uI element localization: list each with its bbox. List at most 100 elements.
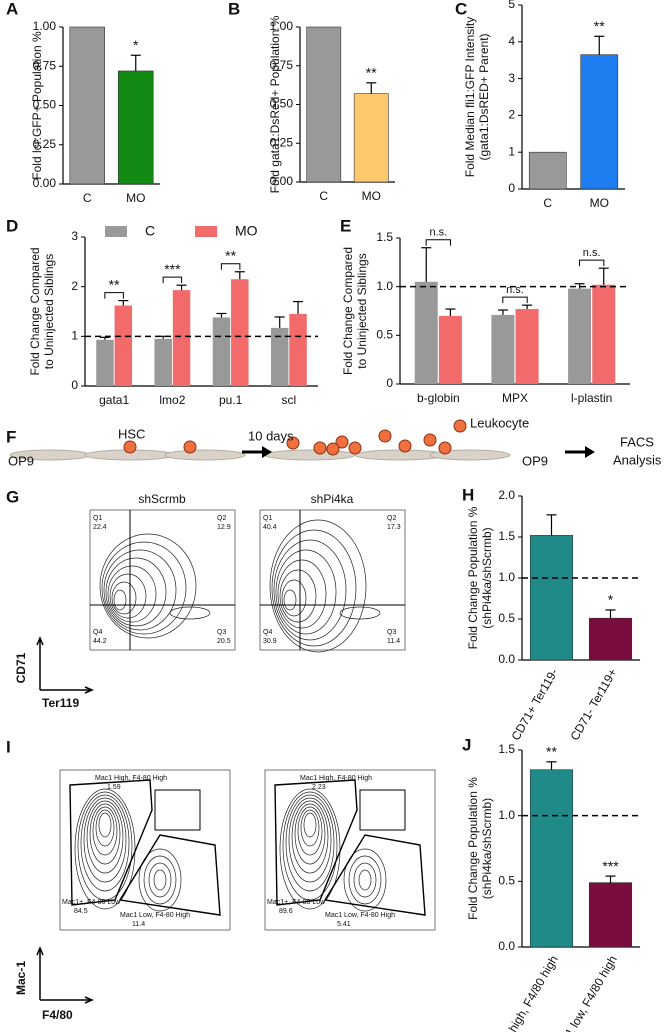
significance-bracket [578, 259, 605, 267]
contour [343, 848, 387, 912]
contour [300, 809, 320, 847]
contour [271, 529, 357, 647]
x-tick-label: l-plastin [571, 391, 612, 405]
y-axis-label: Fold gata1:DsRed+ Population % [268, 15, 282, 193]
contour [99, 533, 197, 639]
contour [77, 791, 133, 901]
contour [148, 862, 172, 898]
bar [306, 26, 342, 183]
cell [438, 441, 452, 455]
y-tick-label: 5 [508, 0, 515, 11]
cell [398, 439, 412, 453]
contour [143, 855, 177, 905]
gate-name: Mac1 High, F4-80 High [95, 775, 167, 782]
y-tick-label: 0.0 [498, 939, 515, 953]
x-tick-label: C [543, 196, 552, 210]
gate-value: 11.4 [132, 921, 145, 928]
x-tick-label: MO [362, 189, 381, 203]
y-axis-label: Fold Median fli1:GFP Intensity [463, 17, 477, 178]
contour [275, 549, 337, 635]
cell [183, 440, 197, 454]
bar [270, 327, 289, 386]
bar [568, 288, 592, 384]
plot-frame [264, 769, 436, 931]
gate [359, 789, 406, 831]
x-tick-label: CD71+ Ter119- [508, 666, 560, 743]
gate-name: Mac1+, F4-80 Low [267, 899, 326, 906]
diagram-label: HSC [118, 426, 145, 441]
legend-label: C [145, 223, 155, 239]
bar [491, 314, 515, 384]
contour [153, 869, 167, 891]
bar [529, 769, 574, 948]
bar [96, 339, 114, 386]
contour [283, 589, 297, 611]
y-tick-label: 0.75 [270, 58, 294, 72]
stromal-cell [264, 449, 356, 461]
y-axis-label: Fold lcr:GFP+ Population % [30, 31, 44, 180]
y-tick-label: 1.5 [376, 230, 393, 244]
contour [297, 806, 323, 856]
panel-letter: D [6, 216, 18, 235]
bar [154, 338, 172, 386]
gate-value: 5.41 [337, 921, 351, 928]
diagram-label: OP9 [522, 453, 548, 468]
panel-letter: E [340, 216, 351, 235]
y-tick-label: 3 [71, 229, 78, 243]
y-axis-label: Fold Change Compared [341, 247, 355, 375]
cell [286, 436, 300, 450]
contour [80, 794, 130, 892]
cell [123, 440, 137, 454]
y-axis-label: (shPi4ka/shScrmb) [480, 798, 494, 899]
y-tick-label: 1.0 [498, 570, 515, 584]
x-tick-label: scl [282, 393, 297, 407]
contour [294, 803, 326, 865]
quadrant-value: 44.2 [93, 638, 107, 645]
y-axis-label: Fold Change Compared [28, 247, 42, 375]
diagram-label: 10 days [248, 428, 294, 443]
contour [285, 794, 335, 892]
contour [273, 539, 347, 641]
axis-arrows [36, 636, 94, 694]
contour [348, 855, 382, 905]
quadrant-name: Q2 [387, 515, 396, 522]
plot-title: shPi4ka [311, 492, 354, 506]
y-tick-label: 0.75 [33, 58, 57, 72]
y-tick-label: 0 [386, 376, 393, 390]
bar [588, 617, 633, 661]
panel-letter: H [462, 485, 474, 504]
quadrant-name: Q3 [217, 629, 226, 636]
cell [335, 435, 349, 449]
x-tick-label: C [319, 189, 328, 203]
gate-value: 84.5 [74, 908, 88, 915]
quadrant-value: 22.4 [93, 524, 107, 531]
contour [74, 788, 136, 910]
gate-name: Mac1 High, F4-80 High [300, 775, 372, 782]
y-tick-label: 2 [508, 108, 515, 122]
bar [580, 54, 619, 190]
significance: *** [164, 261, 181, 277]
plot-title: shScrmb [138, 492, 186, 506]
significance: * [608, 592, 614, 608]
plot-frame [259, 509, 406, 651]
quadrant-name: Q4 [93, 629, 102, 636]
gate-name: Mac1 Low, F4-80 High [325, 912, 395, 919]
bar [592, 284, 616, 384]
diagram-label: Leukocyte [470, 415, 529, 430]
y-axis-label: (shPi4ka/shScrmb) [480, 527, 494, 628]
bar [69, 26, 106, 185]
x-tick-label: b-globin [417, 391, 460, 405]
gate-value: 1.59 [107, 784, 121, 791]
significance: ** [225, 247, 236, 263]
significance: n.s. [583, 247, 601, 259]
x-tick-label: MO [590, 196, 609, 210]
facs-axis-label: CD71 [14, 652, 28, 683]
quadrant-value: 11.4 [387, 638, 400, 645]
x-tick-label: lmo2 [159, 393, 185, 407]
bar [515, 309, 539, 384]
cell [378, 429, 392, 443]
x-tick-label: MPX [502, 391, 528, 405]
y-tick-label: 2.0 [498, 488, 515, 502]
stromal-cell [429, 449, 511, 461]
